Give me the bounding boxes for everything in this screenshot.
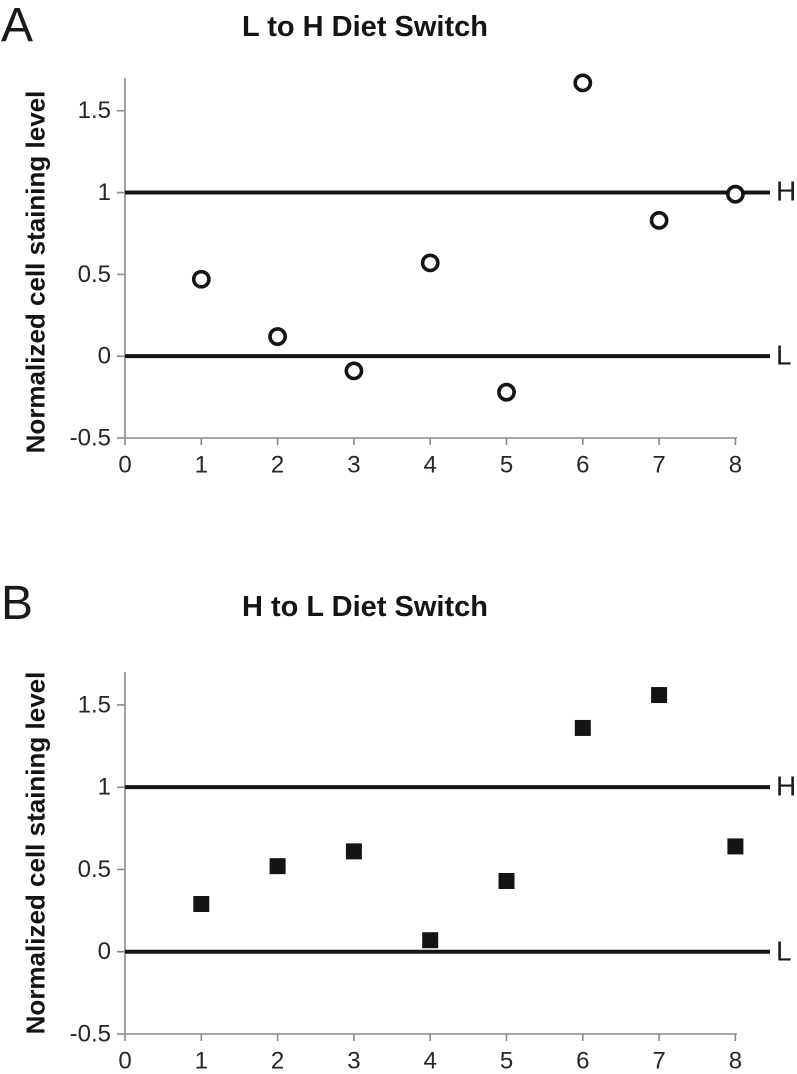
data-point-square xyxy=(422,932,439,949)
data-point-circle xyxy=(649,210,669,230)
data-point-square xyxy=(269,858,286,875)
data-point-circle xyxy=(497,382,516,402)
x-tick-label: 6 xyxy=(576,452,589,479)
data-point-circle xyxy=(573,73,593,93)
x-tick-label: 7 xyxy=(652,1048,665,1074)
y-tick-label: 1.5 xyxy=(78,691,111,718)
y-tick-label: 0 xyxy=(98,343,111,370)
panel-b-high-ref-label: H xyxy=(776,770,797,802)
panel-a-plot: -0.5 0 0.5 1 1.5 0 1 2 3 4 5 6 7 8 xyxy=(70,73,770,479)
x-tick-label: 3 xyxy=(347,452,360,479)
x-tick-label: 4 xyxy=(424,452,437,479)
x-tick-label: 7 xyxy=(652,452,665,479)
x-tick-label: 2 xyxy=(271,452,284,479)
data-point-circle xyxy=(344,361,364,381)
panel-a-title: L to H Diet Switch xyxy=(242,11,488,43)
panel-a-high-ref-label: H xyxy=(776,175,797,207)
panel-a-low-ref-label: L xyxy=(776,339,792,371)
x-tick-label: 3 xyxy=(347,1048,360,1074)
y-tick-label: 0.5 xyxy=(78,856,111,883)
y-tick-label: 1 xyxy=(98,179,111,206)
x-tick-label: 1 xyxy=(195,452,208,479)
y-tick-label: -0.5 xyxy=(70,425,111,452)
y-tick-label: 0 xyxy=(98,938,111,965)
panel-b-plot: -0.5 0 0.5 1 1.5 0 1 2 3 4 5 6 7 8 xyxy=(70,672,770,1074)
x-tick-label: 6 xyxy=(576,1048,589,1074)
y-tick-label: 0.5 xyxy=(78,261,111,288)
y-tick-label: -0.5 xyxy=(70,1021,111,1048)
data-point-square xyxy=(345,843,362,860)
panel-b-title: H to L Diet Switch xyxy=(242,591,488,623)
data-point-circle xyxy=(726,184,745,204)
x-tick-label: 5 xyxy=(500,1048,513,1074)
panel-b-label: B xyxy=(1,577,34,630)
data-point-square xyxy=(193,896,210,913)
panel-a-label: A xyxy=(1,0,34,52)
x-tick-label: 4 xyxy=(424,1048,437,1074)
x-tick-label: 0 xyxy=(118,1048,131,1074)
data-point-circle xyxy=(268,327,287,346)
x-tick-label: 8 xyxy=(729,1048,742,1074)
data-point-square xyxy=(727,838,744,855)
x-tick-label: 2 xyxy=(271,1048,284,1074)
data-point-circle xyxy=(191,269,211,289)
data-point-square xyxy=(498,872,515,889)
x-tick-label: 8 xyxy=(729,452,742,479)
panel-b-low-ref-label: L xyxy=(776,935,792,967)
data-point-circle xyxy=(420,253,440,273)
x-tick-label: 0 xyxy=(118,452,131,479)
data-point-square xyxy=(574,719,591,736)
y-tick-label: 1 xyxy=(98,774,111,801)
x-tick-label: 5 xyxy=(500,452,513,479)
y-tick-label: 1.5 xyxy=(78,97,111,124)
x-tick-label: 1 xyxy=(195,1048,208,1074)
data-point-square xyxy=(651,687,668,704)
